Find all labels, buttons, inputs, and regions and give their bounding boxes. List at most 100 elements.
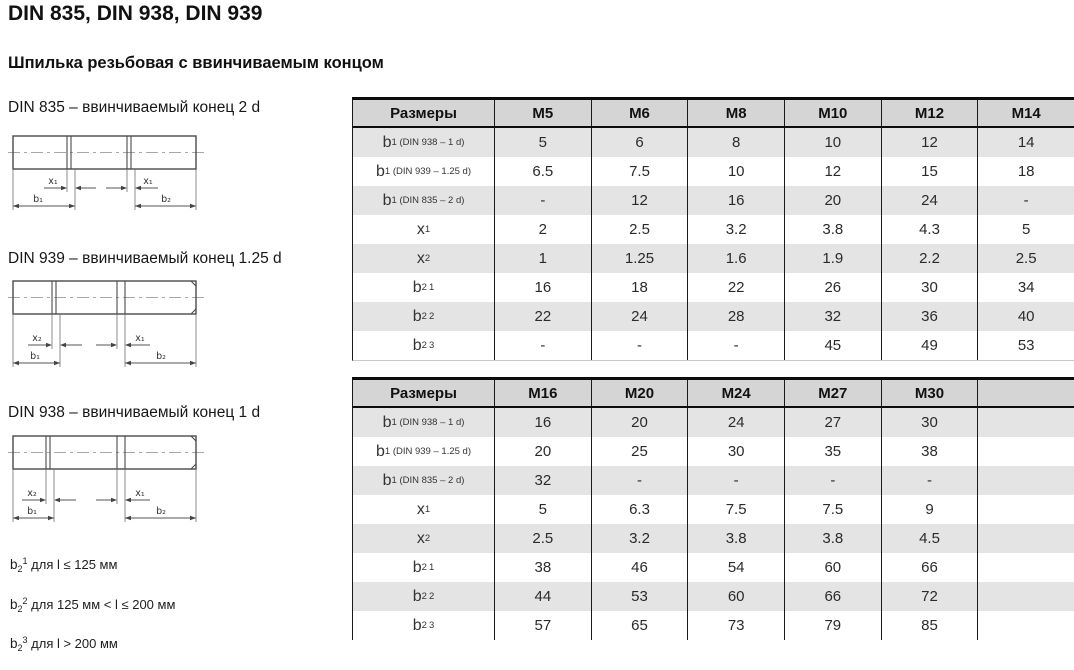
- table-cell: 2.5: [977, 244, 1074, 273]
- table-cell: 44: [494, 582, 591, 611]
- table-row: b 2 2 22 24 28 32 36 40: [353, 302, 1074, 331]
- table-row: b 2 1 16 18 22 26 30 34: [353, 273, 1074, 302]
- table-cell: 66: [783, 582, 881, 611]
- table-cell: 40: [977, 302, 1074, 331]
- column-header: M5: [494, 100, 591, 126]
- label-main: b: [412, 558, 422, 576]
- table-row: b 2 1 38 46 54 60 66: [353, 553, 1074, 582]
- label-superscript: 2: [22, 595, 28, 606]
- label-main: b: [10, 636, 18, 651]
- table-cell: 12: [783, 157, 881, 186]
- table-cell: 12: [590, 186, 688, 215]
- figure-caption-din938: DIN 938 – ввинчиваемый конец 1 d: [8, 404, 261, 421]
- table-cell: 16: [494, 273, 591, 302]
- table-cell: 28: [687, 302, 784, 331]
- table-cell: 72: [880, 582, 978, 611]
- column-header: M8: [687, 100, 784, 126]
- label-subscript: 1 (DIN 938 – 1 d): [391, 417, 465, 428]
- table-cell: 4.5: [880, 524, 978, 553]
- footnote: b22 для 125 мм < l ≤ 200 мм: [10, 591, 175, 619]
- table-cell: 18: [977, 157, 1074, 186]
- table-cell: 22: [687, 273, 784, 302]
- label-main: b: [412, 616, 422, 634]
- table-cell: -: [494, 186, 591, 215]
- table-row: x 1 2 2.5 3.2 3.8 4.3 5: [353, 215, 1074, 244]
- dim-label-x-right: x₁: [135, 333, 145, 344]
- table-cell: 54: [687, 553, 784, 582]
- table-cell: [977, 408, 1074, 437]
- dim-label-x-left: x₁: [48, 176, 58, 187]
- table-header-row: Размеры M16 M20 M24 M27 M30: [353, 380, 1074, 408]
- table-cell: 49: [880, 331, 978, 360]
- label-main: b: [10, 596, 18, 612]
- column-header: M30: [880, 380, 978, 406]
- label-subscript: 2: [421, 340, 427, 351]
- table-cell: 3.8: [783, 215, 881, 244]
- label-main: b: [382, 133, 392, 151]
- table-cell: 34: [977, 273, 1074, 302]
- stud-drawing-din835: x₁ x₁ b₁ b₂: [8, 135, 204, 210]
- table-cell: 24: [687, 408, 784, 437]
- table-row: b 2 3- - -45 49 53: [353, 331, 1074, 360]
- table-row: b 2 2 44 53 60 66 72: [353, 582, 1074, 611]
- column-header: M20: [590, 380, 688, 406]
- table-row: b 2 3 57 65 73 79 85: [353, 611, 1074, 640]
- table-cell: [977, 466, 1074, 495]
- table-cell: 66: [880, 553, 978, 582]
- table-row: x 1 5 6.3 7.5 7.5 9: [353, 495, 1074, 524]
- table-cell: 30: [687, 437, 784, 466]
- table-cell: 53: [977, 331, 1074, 360]
- column-header: Размеры: [390, 384, 457, 402]
- column-header: M27: [783, 380, 881, 406]
- table-cell: [977, 437, 1074, 466]
- table-cell: [977, 495, 1074, 524]
- table-cell: 10: [783, 128, 881, 157]
- table-cell: 1.9: [783, 244, 881, 273]
- table-cell: 2: [494, 215, 591, 244]
- label-subscript: 2: [421, 562, 427, 573]
- footnote-text: для l ≤ 125 мм: [27, 557, 118, 572]
- label-main: x: [416, 529, 425, 547]
- column-header: M24: [687, 380, 784, 406]
- table-cell: 2.5: [494, 524, 591, 553]
- table-cell: 7.5: [783, 495, 881, 524]
- table-row: x 2 1 1.25 1.6 1.9 2.2 2.5: [353, 244, 1074, 273]
- table-cell: 10: [687, 157, 784, 186]
- table-cell: 2.2: [880, 244, 978, 273]
- table-cell: 46: [590, 553, 688, 582]
- label-main: b: [412, 336, 422, 354]
- label-main: b: [382, 413, 392, 431]
- table-cell: 30: [880, 273, 978, 302]
- table-header-row: Размеры M5 M6 M8 M10 M12 M14: [353, 100, 1074, 128]
- dimensions-table-m16-m30: Размеры M16 M20 M24 M27 M30 b 1 (DIN 938 – 1 d)…: [352, 377, 1074, 640]
- label-superscript: 3: [428, 620, 435, 631]
- stud-drawing-din938: x₂ x₁ b₁ b₂: [8, 435, 204, 522]
- table-cell: 32: [783, 302, 881, 331]
- dim-label-x-right: x₁: [143, 176, 153, 187]
- table-cell: [977, 582, 1074, 611]
- table-cell: 1.6: [687, 244, 784, 273]
- column-header: M12: [880, 100, 978, 126]
- label-main: b: [10, 557, 18, 572]
- table-cell: 7.5: [687, 495, 784, 524]
- table-cell: 27: [783, 408, 881, 437]
- table-cell: 3.2: [687, 215, 784, 244]
- table-cell: 7.5: [590, 157, 688, 186]
- label-subscript: 2: [424, 253, 431, 264]
- dim-label-x-left: x₂: [32, 333, 42, 344]
- table-cell: -: [687, 331, 784, 360]
- footnote: b23 для l > 200 мм: [10, 630, 175, 658]
- label-subscript: 1 (DIN 835 – 2 d): [391, 475, 465, 486]
- dimensions-table-m5-m14: Размеры M5 M6 M8 M10 M12 M14 b 1 (DIN 938 – 1 d)…: [352, 97, 1074, 361]
- label-subscript: 1: [424, 224, 431, 235]
- table-cell: 73: [687, 611, 784, 640]
- label-superscript: 3: [428, 340, 435, 351]
